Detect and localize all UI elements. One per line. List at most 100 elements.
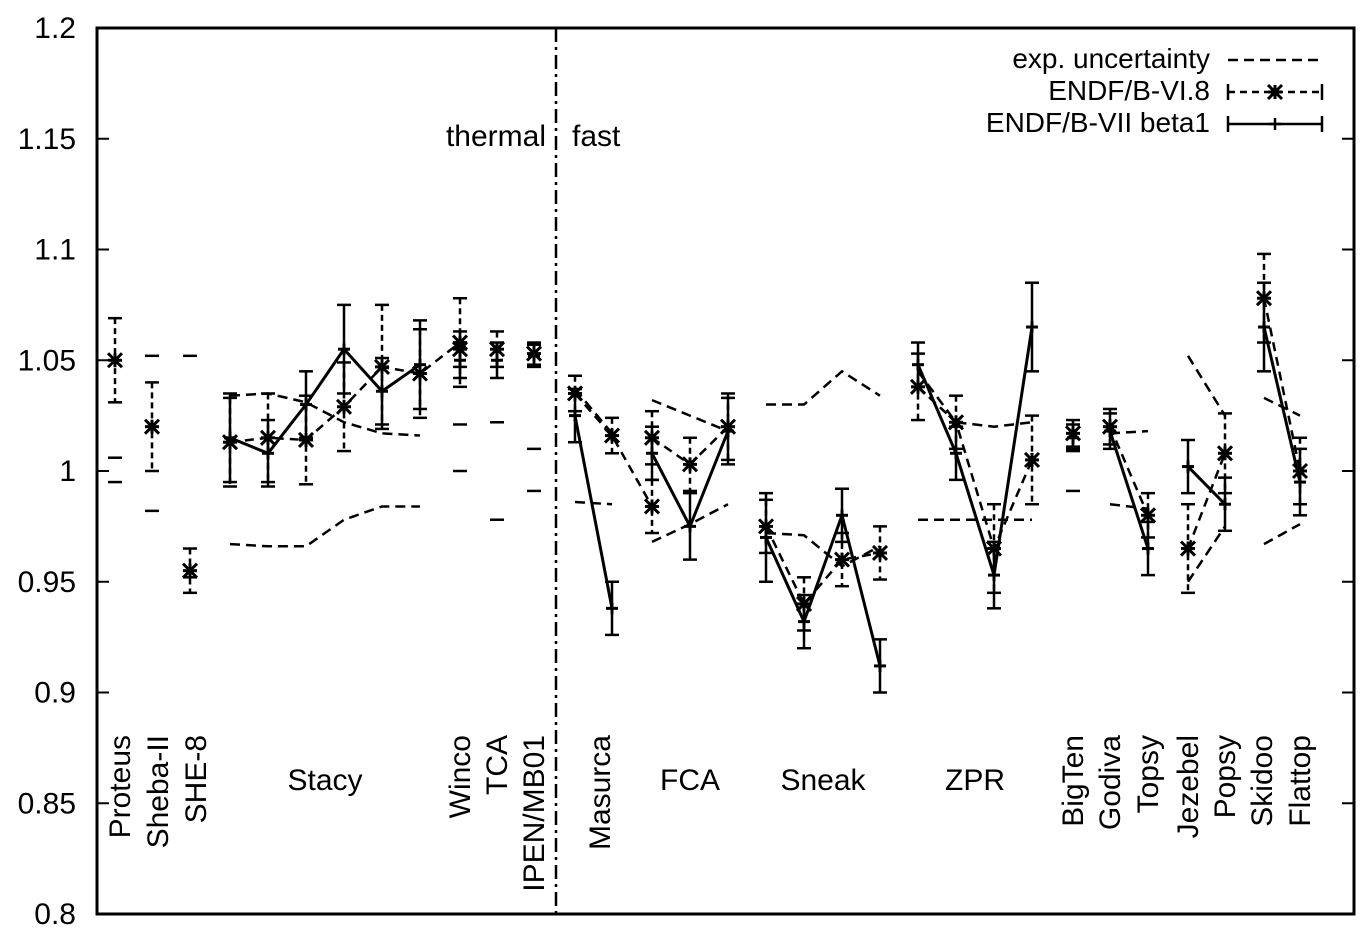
endf-b-vii-beta1-point [1219,498,1231,511]
group-label-popsy: Popsy [1209,735,1242,818]
group-label-zpr: ZPR [945,764,1005,797]
y-tick-label: 1.05 [18,344,76,377]
y-tick-label: 1.1 [34,234,76,267]
group-label-masurca: Masurca [584,735,617,850]
endf-b-vi8-point [871,544,889,562]
exp-uncertainty-upper-line [229,392,421,437]
legend-label-endf-b-vi8: ENDF/B-VI.8 [1048,75,1210,106]
endf-b-vii-beta1-point [262,447,274,460]
exp-uncertainty-lower-line [765,531,881,568]
endf-b-vi8-point [335,398,353,415]
group-label-fca: FCA [660,764,720,797]
endf-b-vii-beta1-line [1108,430,1150,549]
endf-b-vi8-line [1186,452,1227,549]
endf-b-vii-beta1-point [224,431,236,444]
endf-b-vii-beta1-point [760,531,772,544]
group-label-sneak: Sneak [780,764,866,797]
endf-b-vi8-point [181,562,199,579]
endf-b-vi8-point [1179,540,1197,557]
endf-b-vii-beta1-point [1182,460,1194,473]
endf-b-vii-beta1-point [798,615,810,628]
legend: exp. uncertainty ENDF/B-VI.8 ENDF/B-VII … [986,43,1324,138]
endf-b-vii-beta1-line [573,415,614,609]
exp-uncertainty-upper-line [574,388,613,435]
endf-b-vii-beta1-point [646,447,658,460]
endf-b-vii-beta1-point [912,358,924,371]
exp-uncertainty-lower-line [1263,523,1301,546]
exp-uncertainty-lower-line [1186,525,1227,583]
endf-b-vi8-point [603,427,621,444]
group-label-godiva: Godiva [1094,735,1127,830]
endf-b-vii-beta1-point [950,447,962,460]
endf-b-vii-beta1-line [1186,465,1227,506]
data-layer [106,252,1309,694]
endf-b-vii-beta1-point [414,358,426,371]
group-label-stacy: Stacy [287,764,362,797]
endf-b-vi8-line [1108,426,1150,516]
y-tick-label: 0.8 [34,898,76,931]
group-label-jezebel: Jezebel [1172,735,1205,838]
endf-b-vii-beta1-point [874,659,886,672]
endf-b-vii-beta1-point [1258,321,1270,334]
endf-b-vi8-line [1262,297,1302,472]
group-label-sheba-ii: Sheba-II [142,735,175,848]
endf-b-vi8-point [106,352,124,369]
y-tick-label: 0.85 [18,787,76,820]
exp-uncertainty-upper-line [1186,355,1227,417]
endf-b-vii-beta1-line [916,326,1034,576]
endf-b-vii-beta1-point [569,409,581,422]
exp-uncertainty-upper-line [916,370,1033,428]
group-label-winco: Winco [444,735,477,818]
endf-b-vii-beta1-point [1294,476,1306,489]
group-label-skidoo: Skidoo [1246,735,1279,827]
endf-b-vii-beta1-point [1142,542,1154,555]
endf-b-vii-beta1-point [300,398,312,411]
legend-label-exp-uncertainty: exp. uncertainty [1012,43,1210,74]
endf-b-vii-beta1-point [1026,321,1038,334]
group-labels: Proteus Sheba-II SHE-8 Stacy Winco TCA IPEN/MB… [104,735,1317,892]
group-label-she-8: SHE-8 [180,735,213,823]
group-label-tca: TCA [481,735,514,795]
exp-uncertainty-upper-line [766,369,881,406]
endf-b-vi8-point [297,431,315,449]
legend-marker-endf-b-vi8 [1266,83,1284,101]
region-label-fast: fast [572,120,621,153]
exp-uncertainty-lower-line [574,500,613,506]
endf-b-vii-beta1-point [454,354,466,367]
exp-uncertainty-lower-line [229,505,420,548]
exp-uncertainty-lower-line [1109,502,1149,510]
y-tick-label: 1.15 [18,123,76,156]
group-label-ipen-mb01: IPEN/MB01 [518,735,551,892]
region-label-thermal: thermal [446,120,546,153]
endf-b-vii-beta1-line [229,346,421,456]
plot-area-frame [95,26,1356,916]
endf-b-vii-beta1-point [491,354,503,367]
endf-b-vii-beta1-point [376,385,388,398]
endf-b-vi8-point [681,456,699,473]
endf-b-vii-beta1-point [528,349,540,362]
endf-b-vi8-point [643,498,661,515]
endf-b-vii-beta1-line [1262,326,1302,483]
exp-uncertainty-upper-line [651,398,729,433]
group-label-flattop: Flattop [1284,735,1317,827]
endf-b-vii-beta1-point [836,509,848,522]
endf-b-vi8-point [143,418,161,435]
endf-b-vii-beta1-point [606,602,618,615]
group-label-topsy: Topsy [1132,735,1165,813]
endf-b-vi8-point [833,551,851,568]
y-tick-label: 1.2 [34,12,76,45]
legend-marker-endf-b-vii-beta1 [1269,118,1281,130]
endf-b-vi8-line [574,392,654,508]
y-axis: 0.8 0.85 0.9 0.95 1 1.05 1.1 1.15 1.2 [18,12,1354,931]
endf-b-vii-beta1-point [684,520,696,533]
endf-b-vii-beta1-point [988,569,1000,582]
y-tick-label: 0.95 [18,566,76,599]
endf-b-vii-beta1-point [1104,425,1116,438]
y-tick-label: 0.9 [34,677,76,710]
endf-b-vi8-point [1139,507,1157,524]
group-label-proteus: Proteus [104,735,137,838]
endf-b-vii-beta1-point [338,343,350,356]
endf-b-vii-beta1-point [1067,431,1079,444]
endf-b-vi8-point [1023,451,1041,468]
